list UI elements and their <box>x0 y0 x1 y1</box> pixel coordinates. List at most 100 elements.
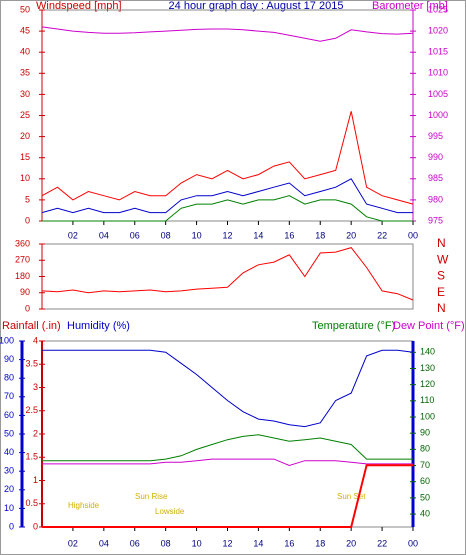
y-tick-label: 90 <box>20 287 30 297</box>
x-tick-label: 10 <box>192 230 202 240</box>
x-tick-label: 02 <box>68 538 78 548</box>
x-tick-label: 12 <box>222 230 232 240</box>
y-tick-label: 20 <box>20 131 30 141</box>
y-tick-label: 3.5 <box>25 359 38 369</box>
y-tick-label: 5 <box>25 194 30 204</box>
y-tick-label: 990 <box>428 152 443 162</box>
x-tick-label: 00 <box>408 230 418 240</box>
series-line <box>42 195 413 222</box>
x-tick-label: 22 <box>377 538 387 548</box>
x-tick-label: 16 <box>284 230 294 240</box>
y-tick-label: 0.5 <box>25 498 38 508</box>
x-tick-label: 08 <box>161 230 171 240</box>
y-tick-label: 1010 <box>428 68 448 78</box>
chart-title: 24 hour graph day : August 17 2015 <box>169 0 344 12</box>
y-tick-label: 90 <box>4 354 14 364</box>
y-tick-label: 980 <box>428 194 443 204</box>
y-tick-label: 40 <box>420 508 430 518</box>
rain-label: Rainfall (.in) <box>2 320 61 332</box>
y-tick-label: 1025 <box>428 4 448 14</box>
y-tick-label: 100 <box>0 335 14 345</box>
y-tick-label: 0 <box>25 303 30 313</box>
y-tick-label: 3 <box>33 382 38 392</box>
y-tick-label: 1.5 <box>25 452 38 462</box>
x-tick-label: 14 <box>253 538 263 548</box>
y-tick-label: 1015 <box>428 47 448 57</box>
series-line <box>41 178 413 214</box>
y-tick-label: 1005 <box>428 89 448 99</box>
y-tick-label: 60 <box>420 476 430 486</box>
y-tick-label: 30 <box>20 89 30 99</box>
y-tick-label: 15 <box>20 152 30 162</box>
y-tick-label: 110 <box>420 395 434 405</box>
y-tick-label: 30 <box>4 466 14 476</box>
y-tick-label: 50 <box>20 4 30 14</box>
annotation: Sun Set <box>337 492 366 501</box>
y-tick-label: 60 <box>4 410 14 420</box>
y-tick-label: 10 <box>20 173 30 183</box>
y-tick-label: 0 <box>25 215 30 225</box>
x-tick-label: 10 <box>192 538 202 548</box>
wind-label: Windspeed [mph] <box>36 0 122 12</box>
humidity-label: Humidity (%) <box>67 320 130 332</box>
series-line <box>42 349 414 428</box>
y-tick-label: 90 <box>420 428 430 438</box>
compass-label: S <box>437 269 445 283</box>
series-line <box>42 434 413 462</box>
y-tick-label: 120 <box>420 379 435 389</box>
series-line <box>41 247 414 301</box>
y-tick-label: 975 <box>428 215 443 225</box>
y-tick-label: 70 <box>4 391 14 401</box>
temperature-label: Temperature (°F) <box>312 320 395 332</box>
x-tick-label: 14 <box>253 230 263 240</box>
y-tick-label: 50 <box>4 428 14 438</box>
series-line <box>41 111 414 205</box>
y-tick-label: 80 <box>4 373 14 383</box>
y-tick-label: 0 <box>33 521 38 531</box>
y-tick-label: 140 <box>420 347 435 357</box>
y-tick-label: 130 <box>420 363 435 373</box>
x-tick-label: 16 <box>284 538 294 548</box>
x-tick-label: 06 <box>130 538 140 548</box>
x-tick-label: 20 <box>346 538 356 548</box>
x-tick-label: 04 <box>99 230 109 240</box>
y-tick-label: 80 <box>420 444 430 454</box>
y-tick-label: 100 <box>420 411 435 421</box>
x-tick-label: 20 <box>346 230 356 240</box>
y-tick-label: 1 <box>33 475 38 485</box>
x-tick-label: 02 <box>68 230 78 240</box>
barometer-label: Barometer [mb] <box>372 0 448 12</box>
y-tick-label: 2 <box>33 428 38 438</box>
y-tick-label: 2.5 <box>25 405 38 415</box>
y-tick-label: 1020 <box>428 25 448 35</box>
y-tick-label: 35 <box>20 68 30 78</box>
x-tick-label: 18 <box>315 230 325 240</box>
y-tick-label: 4 <box>33 335 38 345</box>
y-tick-label: 270 <box>15 255 30 265</box>
compass-label: N <box>437 301 446 315</box>
x-tick-label: 08 <box>161 538 171 548</box>
dewpoint-label: Dew Point (°F) <box>393 320 465 332</box>
y-tick-label: 20 <box>4 484 14 494</box>
series-line <box>42 458 413 467</box>
compass-label: N <box>437 236 446 250</box>
y-tick-label: 10 <box>4 503 14 513</box>
y-tick-label: 0 <box>9 521 14 531</box>
y-tick-label: 360 <box>15 238 30 248</box>
x-tick-label: 18 <box>315 538 325 548</box>
x-tick-label: 04 <box>99 538 109 548</box>
series-line <box>42 464 413 528</box>
y-tick-label: 180 <box>15 271 30 281</box>
y-tick-label: 40 <box>4 447 14 457</box>
x-tick-label: 06 <box>130 230 140 240</box>
y-tick-label: 1000 <box>428 110 448 120</box>
y-tick-label: 25 <box>20 110 30 120</box>
y-tick-label: 995 <box>428 131 443 141</box>
annotation: Highside <box>68 501 100 510</box>
annotation: Lowside <box>155 507 185 516</box>
y-tick-label: 40 <box>20 47 30 57</box>
series-line <box>41 26 414 42</box>
y-tick-label: 45 <box>20 25 30 35</box>
y-tick-label: 985 <box>428 173 443 183</box>
